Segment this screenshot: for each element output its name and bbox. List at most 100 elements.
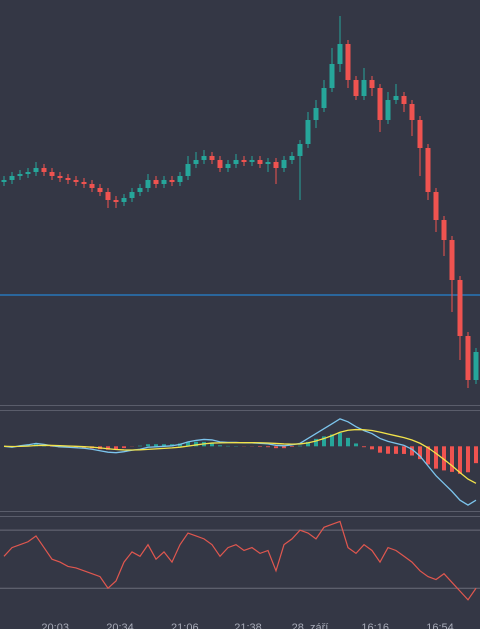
candle-body [97, 188, 103, 192]
histogram-bar [466, 446, 470, 473]
candle-body [257, 160, 263, 164]
candle-body [161, 180, 167, 184]
candle-body [105, 192, 111, 200]
x-tick-label: 21:38 [234, 622, 262, 629]
histogram-bar [74, 446, 78, 448]
candle-body [9, 176, 15, 180]
histogram-bar [162, 444, 166, 447]
histogram-bar [298, 445, 302, 447]
histogram-bar [354, 443, 358, 447]
histogram-bar [138, 445, 142, 447]
candle-body [33, 168, 39, 172]
histogram-bar [426, 446, 430, 465]
histogram-bar [122, 446, 126, 449]
candle-body [409, 104, 415, 120]
histogram-bar [370, 446, 374, 450]
histogram-bar [330, 434, 334, 447]
candle-body [81, 182, 87, 184]
histogram-bar [306, 441, 310, 447]
candle-body [25, 172, 31, 174]
candle-body [345, 44, 351, 80]
candle-body [425, 148, 431, 192]
histogram-bar [402, 446, 406, 454]
histogram-bar [458, 446, 462, 474]
candle-body [273, 162, 279, 168]
candle-body [17, 174, 23, 176]
histogram-bar [410, 446, 414, 456]
x-tick-label: 20:03 [41, 622, 69, 629]
histogram-bar [274, 446, 278, 449]
candle-body [433, 192, 439, 220]
histogram-bar [210, 443, 214, 447]
candle-body [353, 80, 359, 96]
histogram-bar [378, 446, 382, 453]
candle-body [385, 100, 391, 120]
histogram-bar [386, 446, 390, 454]
histogram-bar [258, 446, 262, 447]
candle-body [449, 240, 455, 280]
candle-body [41, 168, 47, 172]
candle-body [369, 80, 375, 88]
candle-body [417, 120, 423, 148]
candle-body [473, 352, 479, 380]
histogram-bar [106, 446, 110, 450]
candle-body [129, 192, 135, 198]
candle-body [65, 178, 71, 180]
histogram-bar [346, 437, 350, 447]
candle-body [225, 164, 231, 168]
candle-body [49, 172, 55, 176]
candle-body [321, 88, 327, 108]
histogram-bar [338, 432, 342, 447]
candle-body [137, 188, 143, 192]
candle-body [113, 200, 119, 202]
signal-line [3, 428, 477, 484]
candle-body [177, 176, 183, 182]
histogram-bar [450, 446, 454, 472]
x-tick-label: 20:34 [106, 622, 134, 629]
x-tick-label: 21:06 [171, 622, 199, 629]
candle-body [329, 64, 335, 88]
candle-body [313, 108, 319, 120]
candle-body [361, 80, 367, 96]
histogram-bar [474, 446, 478, 464]
candle-body [457, 280, 463, 336]
candle-body [337, 44, 343, 64]
candle-body [217, 160, 223, 168]
candle-body [185, 164, 191, 176]
candle-body [441, 220, 447, 240]
candle-body [233, 160, 239, 164]
candle-body [153, 180, 159, 184]
histogram-bar [290, 446, 294, 447]
histogram-bar [322, 436, 326, 447]
candle-body [57, 176, 63, 178]
histogram-bar [442, 446, 446, 471]
candle-body [289, 156, 295, 160]
candle-body [201, 156, 207, 160]
x-tick-label: 28. září [292, 622, 329, 629]
candle-body [121, 198, 127, 202]
histogram-bar [362, 446, 366, 448]
histogram-bar [218, 445, 222, 447]
rsi-line [3, 520, 477, 601]
candle-body [73, 180, 79, 182]
x-tick-label: 16:16 [361, 622, 389, 629]
candle-body [1, 180, 7, 182]
candle-body [145, 180, 151, 188]
candle-body [401, 96, 407, 104]
histogram-bar [186, 442, 190, 447]
histogram-bar [418, 446, 422, 460]
candle-body [89, 184, 95, 188]
histogram-bar [194, 441, 198, 447]
histogram-bar [434, 446, 438, 469]
candle-body [249, 160, 255, 162]
candle-body [265, 162, 271, 164]
histogram-bar [394, 446, 398, 454]
candle-body [169, 180, 175, 182]
x-tick-label: 16:54 [426, 622, 454, 629]
histogram-bar [154, 444, 158, 447]
candle-body [241, 160, 247, 162]
histogram-bar [266, 446, 270, 448]
